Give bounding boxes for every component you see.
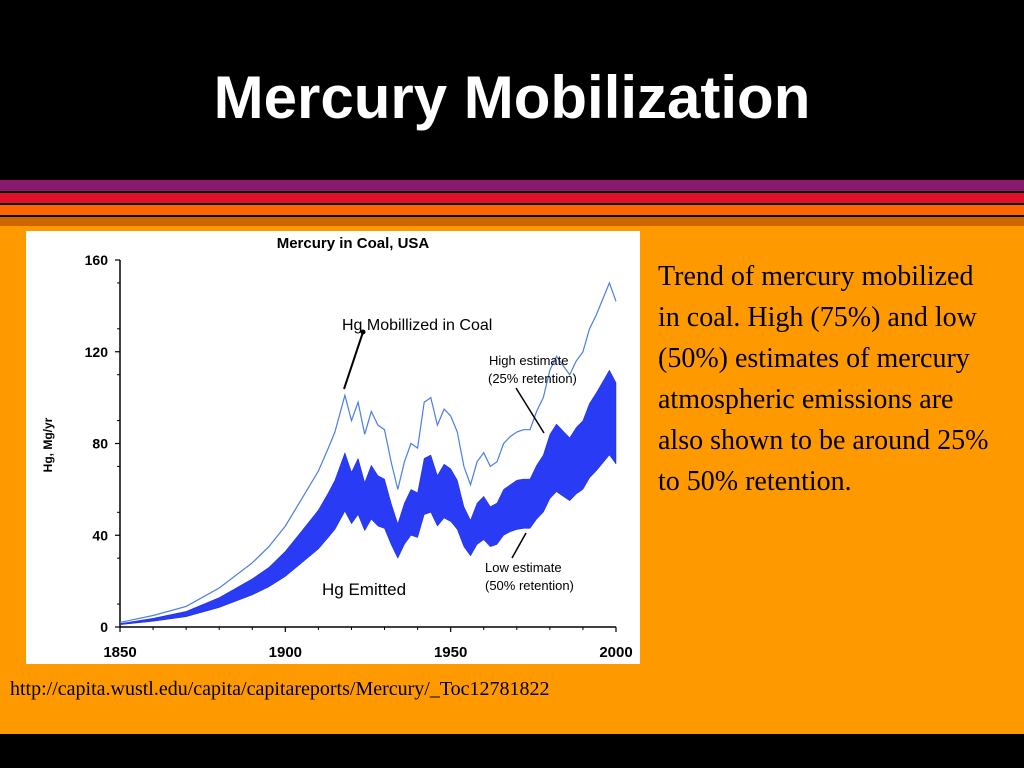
mobilized-pointer [343, 331, 364, 390]
slide-title: Mercury Mobilization [213, 64, 811, 131]
annotation-high-2: (25% retention) [488, 371, 577, 386]
mercury-chart: Mercury in Coal, USA Hg, Mg/yr 0 40 80 120 1… [41, 235, 633, 661]
x-tick-label: 2000 [599, 644, 632, 661]
y-axis-label: Hg, Mg/yr [41, 417, 55, 472]
x-tick-label: 1950 [434, 644, 467, 661]
y-tick-label: 160 [85, 252, 109, 268]
annotation-mobilized: Hg Mobillized in Coal [342, 317, 492, 334]
decor-stripe-purple [0, 180, 1024, 191]
decor-stripe-orange [0, 205, 1024, 215]
y-tick-label: 0 [100, 619, 108, 635]
high-pointer [515, 387, 545, 434]
y-tick-label: 120 [85, 344, 109, 360]
emitted-band [119, 369, 617, 625]
annotation-low-1: Low estimate [485, 560, 562, 575]
mobilized-line [119, 281, 617, 623]
mobilized-pointer-head [360, 329, 366, 335]
x-tick-label: 1900 [269, 644, 302, 661]
source-link[interactable]: http://capita.wustl.edu/capita/capitarep… [10, 678, 550, 700]
annotation-low-2: (50% retention) [485, 578, 574, 593]
annotation-emitted: Hg Emitted [322, 580, 406, 599]
slide-description: Trend of mercury mobilized in coal. High… [658, 261, 989, 497]
y-tick-label: 80 [92, 436, 108, 452]
x-tick-label: 1850 [103, 644, 136, 661]
decor-stripe-red [0, 193, 1024, 203]
low-pointer [511, 532, 527, 559]
chart-container: Mercury in Coal, USA Hg, Mg/yr 0 40 80 120 1… [26, 231, 640, 664]
chart-title: Mercury in Coal, USA [277, 235, 430, 252]
decor-stripe-darkorange [0, 217, 1024, 226]
y-tick-label: 40 [92, 527, 108, 543]
annotation-high-1: High estimate [489, 353, 568, 368]
